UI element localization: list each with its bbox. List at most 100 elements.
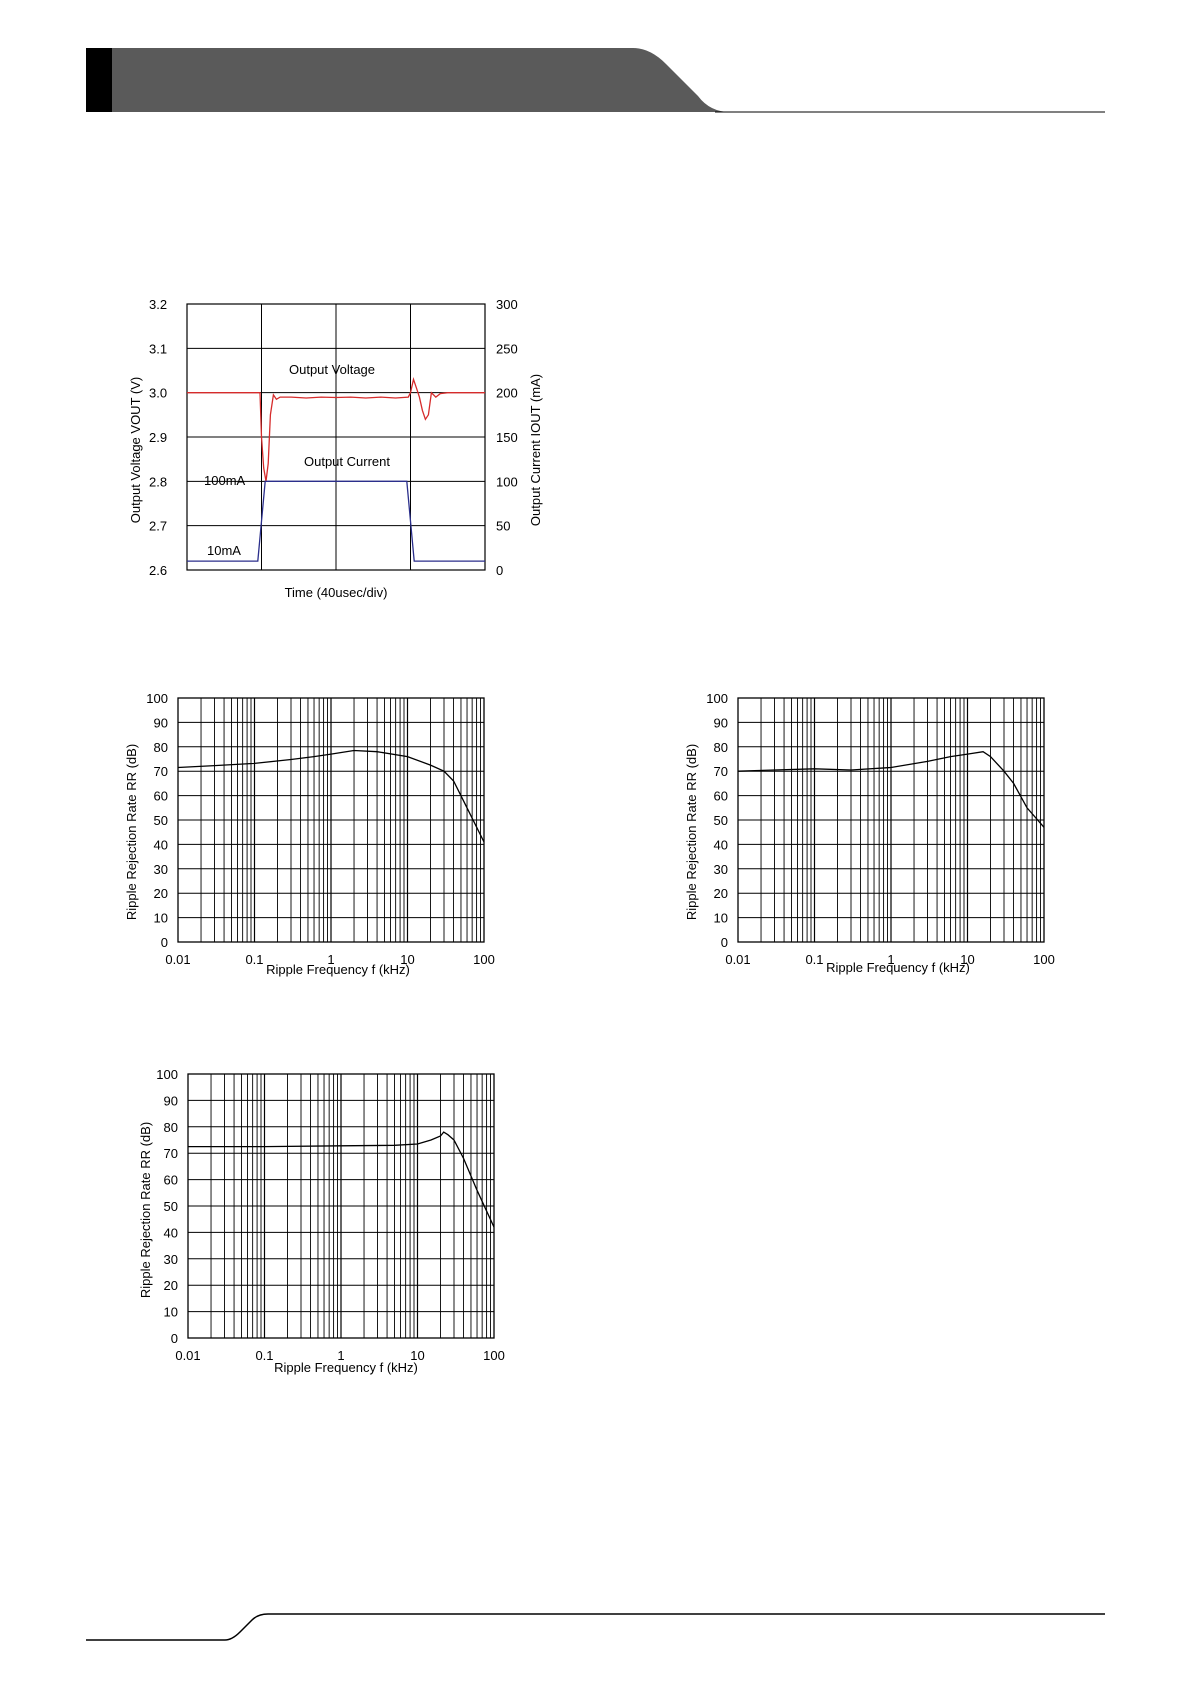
x-tick-label: 100 [473, 952, 495, 967]
x-tick-label: 0.1 [805, 952, 823, 967]
ripple-rejection-line [177, 749, 485, 843]
y-tick-label: 90 [154, 715, 168, 730]
output-current-line [187, 480, 485, 562]
y-tick-label-right: 50 [496, 519, 510, 534]
y-tick-label-right: 300 [496, 297, 518, 312]
header-band-shape [86, 48, 730, 112]
y-tick-label-left: 2.6 [149, 563, 167, 578]
y-tick-label-right: 250 [496, 341, 518, 356]
ripple-2-x-ticks: 0.01 0.1 1 10 100 [725, 952, 1055, 967]
load-transient-grid [186, 303, 486, 571]
x-tick-label: 0.1 [255, 1348, 273, 1363]
y-tick-label-left: 3.2 [149, 297, 167, 312]
y-tick-label: 50 [154, 813, 168, 828]
y-tick-label-left: 2.7 [149, 519, 167, 534]
y-tick-label: 10 [154, 911, 168, 926]
y-tick-label: 30 [164, 1252, 178, 1267]
y-tick-label: 0 [161, 935, 168, 950]
x-axis-label: Time (40usec/div) [285, 585, 388, 600]
y-tick-label: 90 [714, 715, 728, 730]
y-tick-label: 80 [714, 740, 728, 755]
footer-band [86, 1613, 1105, 1641]
ripple-1-x-ticks: 0.01 0.1 1 10 100 [165, 952, 495, 967]
y-tick-label: 10 [164, 1305, 178, 1320]
x-tick-label: 0.01 [725, 952, 750, 967]
ripple-rejection-line [188, 1131, 495, 1228]
y-tick-label: 20 [164, 1278, 178, 1293]
y-tick-label-right: 200 [496, 386, 518, 401]
y-tick-label: 50 [164, 1199, 178, 1214]
10ma-annotation: 10mA [207, 543, 241, 558]
ripple-2-grid [737, 697, 1045, 943]
y-tick-label: 30 [154, 862, 168, 877]
ripple-3-x-ticks: 0.01 0.1 1 10 100 [175, 1348, 505, 1363]
y-tick-label: 100 [156, 1067, 178, 1082]
header-tab [86, 48, 112, 112]
y-tick-label: 0 [171, 1331, 178, 1346]
load-transient-right-ticks: 300 250 200 150 100 50 0 [496, 297, 518, 578]
y-axis-label-right: Output Current IOUT (mA) [528, 374, 543, 526]
current-annotation: Output Current [304, 454, 390, 469]
y-tick-label: 100 [706, 691, 728, 706]
y-tick-label-right: 150 [496, 430, 518, 445]
x-tick-label: 1 [327, 952, 334, 967]
y-axis-label: Ripple Rejection Rate RR (dB) [684, 744, 699, 920]
y-axis-label-left: Output Voltage VOUT (V) [128, 377, 143, 523]
ripple-2-traces [737, 751, 1045, 828]
x-tick-label: 10 [400, 952, 414, 967]
y-tick-label: 70 [164, 1146, 178, 1161]
y-tick-label: 100 [146, 691, 168, 706]
y-tick-label: 20 [714, 886, 728, 901]
y-tick-label: 80 [164, 1120, 178, 1135]
y-tick-label: 0 [721, 935, 728, 950]
y-tick-label: 90 [164, 1093, 178, 1108]
y-tick-label-left: 2.9 [149, 430, 167, 445]
x-tick-label: 0.01 [175, 1348, 200, 1363]
load-transient-chart: 3.2 3.1 3.0 2.9 2.8 2.7 2.6 300 250 200 150 100 50 0… [128, 297, 543, 600]
y-tick-label: 50 [714, 813, 728, 828]
x-tick-label: 100 [1033, 952, 1055, 967]
y-axis-label: Ripple Rejection Rate RR (dB) [138, 1122, 153, 1298]
y-tick-label: 70 [154, 764, 168, 779]
y-tick-label-left: 2.8 [149, 474, 167, 489]
ripple-3-grid [187, 1073, 495, 1339]
y-tick-label: 40 [714, 837, 728, 852]
load-transient-left-ticks: 3.2 3.1 3.0 2.9 2.8 2.7 2.6 [149, 297, 167, 578]
x-tick-label: 10 [410, 1348, 424, 1363]
y-tick-label: 40 [164, 1225, 178, 1240]
footer-rule [86, 1613, 1105, 1641]
y-tick-label: 30 [714, 862, 728, 877]
voltage-annotation: Output Voltage [289, 362, 375, 377]
y-tick-label-right: 100 [496, 474, 518, 489]
y-tick-label: 70 [714, 764, 728, 779]
y-tick-label: 60 [164, 1173, 178, 1188]
y-tick-label: 60 [714, 789, 728, 804]
x-tick-label: 1 [337, 1348, 344, 1363]
x-axis-label: Ripple Frequency f (kHz) [826, 960, 970, 975]
header-band [86, 48, 1105, 113]
ripple-1-grid [177, 697, 485, 943]
y-tick-label-left: 3.0 [149, 386, 167, 401]
load-transient-traces [187, 377, 485, 562]
x-tick-label: 0.1 [245, 952, 263, 967]
y-tick-label-left: 3.1 [149, 341, 167, 356]
ripple-1-traces [177, 749, 485, 843]
x-tick-label: 1 [887, 952, 894, 967]
ripple-3-traces [188, 1131, 495, 1228]
x-axis-label: Ripple Frequency f (kHz) [274, 1360, 418, 1375]
y-tick-label: 40 [154, 837, 168, 852]
y-tick-label: 20 [154, 886, 168, 901]
y-tick-label-right: 0 [496, 563, 503, 578]
y-axis-label: Ripple Rejection Rate RR (dB) [124, 744, 139, 920]
y-tick-label: 10 [714, 911, 728, 926]
ripple-rejection-line [737, 751, 1045, 828]
output-voltage-line [187, 377, 485, 482]
x-axis-label: Ripple Frequency f (kHz) [266, 962, 410, 977]
100ma-annotation: 100mA [204, 473, 246, 488]
